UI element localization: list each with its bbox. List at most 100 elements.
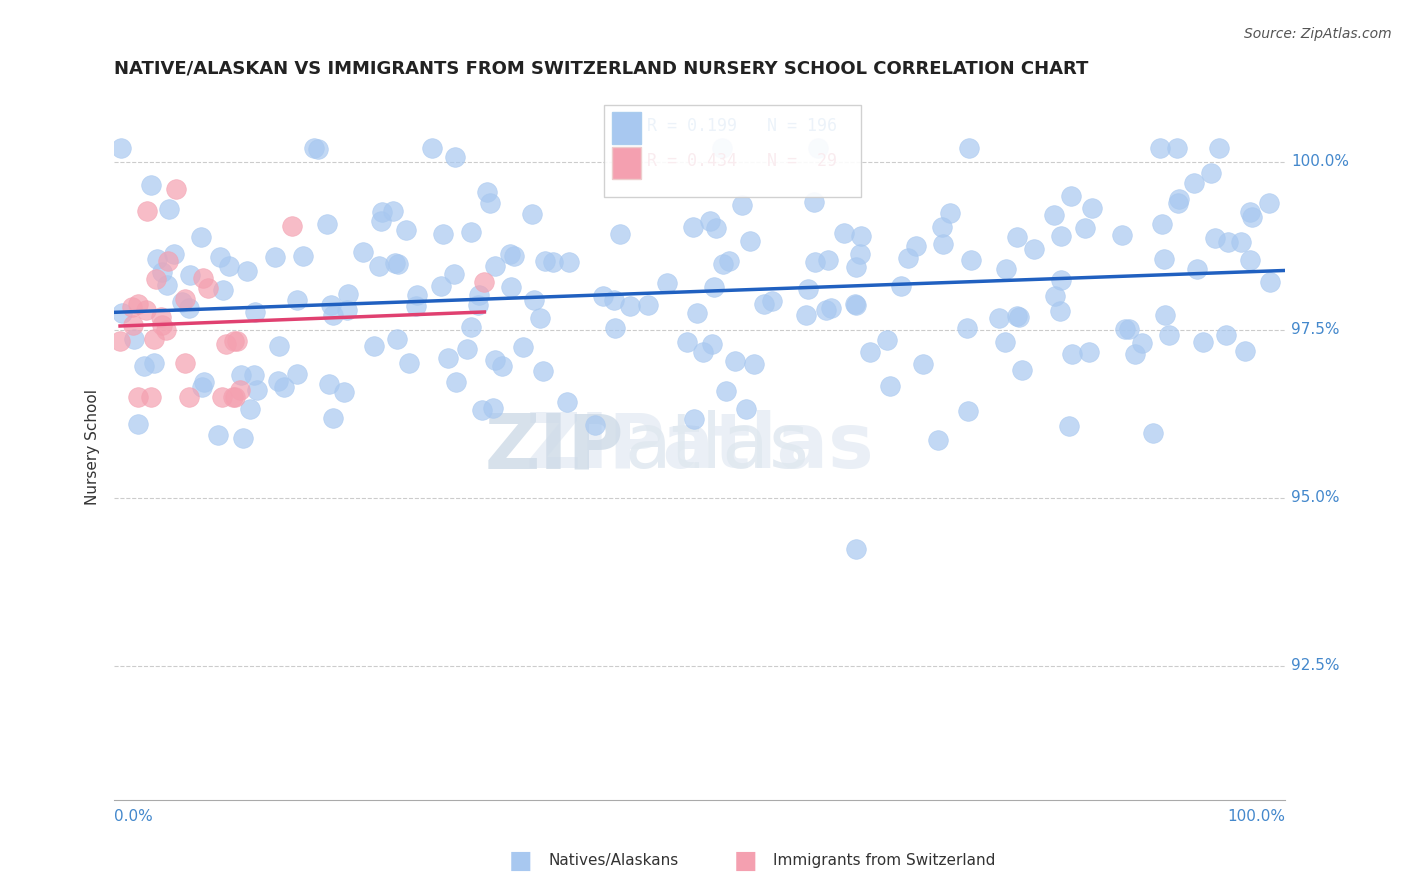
Point	[938, 206, 960, 220]
Text: atlas: atlas	[624, 410, 810, 484]
Point	[1081, 201, 1104, 215]
Point	[127, 297, 149, 311]
Point	[222, 390, 245, 404]
Point	[460, 320, 482, 334]
Point	[135, 302, 157, 317]
Point	[398, 356, 420, 370]
Point	[229, 368, 252, 383]
Point	[163, 246, 186, 260]
Text: 100.0%: 100.0%	[1291, 154, 1350, 169]
Point	[190, 230, 212, 244]
Point	[797, 282, 820, 296]
Point	[368, 260, 391, 274]
Point	[444, 150, 467, 164]
Point	[555, 394, 578, 409]
Point	[904, 238, 927, 252]
Point	[803, 195, 825, 210]
Point	[149, 310, 172, 325]
Point	[676, 334, 699, 349]
Point	[224, 334, 246, 348]
Point	[832, 226, 855, 240]
Point	[156, 278, 179, 293]
Point	[207, 428, 229, 442]
Point	[685, 306, 707, 320]
Point	[710, 141, 733, 155]
Text: NATIVE/ALASKAN VS IMMIGRANTS FROM SWITZERLAND NURSERY SCHOOL CORRELATION CHART: NATIVE/ALASKAN VS IMMIGRANTS FROM SWITZE…	[114, 60, 1088, 78]
Point	[1005, 230, 1028, 244]
Point	[734, 401, 756, 416]
Point	[236, 264, 259, 278]
Point	[405, 299, 427, 313]
Point	[817, 252, 839, 267]
Point	[316, 217, 339, 231]
Point	[912, 358, 935, 372]
Point	[744, 357, 766, 371]
Point	[212, 283, 235, 297]
Point	[1011, 363, 1033, 377]
Text: 92.5%: 92.5%	[1291, 658, 1340, 673]
Point	[1258, 276, 1281, 290]
Text: 100.0%: 100.0%	[1227, 809, 1285, 823]
Point	[111, 306, 134, 320]
Point	[280, 219, 302, 233]
Point	[960, 253, 983, 268]
Point	[1049, 304, 1071, 318]
Point	[1152, 217, 1174, 231]
Point	[711, 257, 734, 271]
Point	[703, 280, 725, 294]
Text: ■: ■	[509, 849, 531, 872]
FancyBboxPatch shape	[612, 147, 641, 179]
Point	[820, 301, 842, 316]
Point	[692, 344, 714, 359]
Point	[761, 294, 783, 309]
Point	[657, 276, 679, 290]
Point	[1057, 418, 1080, 433]
Text: R = 0.434   N =  29: R = 0.434 N = 29	[647, 153, 837, 170]
Point	[849, 228, 872, 243]
Text: 0.0%: 0.0%	[114, 809, 153, 823]
Point	[110, 141, 132, 155]
Point	[1201, 166, 1223, 180]
Point	[859, 345, 882, 359]
Point	[1074, 221, 1097, 235]
Point	[484, 260, 506, 274]
Point	[1234, 344, 1257, 359]
Point	[108, 334, 131, 349]
Point	[541, 255, 564, 269]
Point	[603, 321, 626, 335]
Point	[706, 221, 728, 235]
Point	[246, 383, 269, 397]
Point	[172, 295, 194, 310]
Point	[927, 433, 949, 447]
Text: 95.0%: 95.0%	[1291, 491, 1340, 505]
Point	[264, 250, 287, 264]
Point	[1216, 235, 1239, 249]
Point	[208, 250, 231, 264]
Point	[619, 299, 641, 313]
Point	[142, 332, 165, 346]
Point	[531, 364, 554, 378]
Point	[1215, 328, 1237, 343]
Point	[406, 288, 429, 302]
Point	[1168, 193, 1191, 207]
Point	[845, 541, 868, 556]
Point	[150, 318, 173, 332]
Point	[1257, 196, 1279, 211]
Point	[122, 332, 145, 346]
Point	[890, 279, 912, 293]
Point	[190, 380, 212, 394]
Point	[292, 249, 315, 263]
Point	[491, 359, 513, 374]
Point	[1182, 176, 1205, 190]
Text: ZIP: ZIP	[484, 410, 624, 484]
Text: 97.5%: 97.5%	[1291, 322, 1340, 337]
Point	[484, 353, 506, 368]
Point	[1045, 289, 1067, 303]
Point	[332, 385, 354, 400]
Point	[143, 356, 166, 370]
Point	[285, 293, 308, 308]
Point	[717, 254, 740, 268]
Point	[603, 293, 626, 308]
Point	[456, 343, 478, 357]
Point	[146, 252, 169, 266]
